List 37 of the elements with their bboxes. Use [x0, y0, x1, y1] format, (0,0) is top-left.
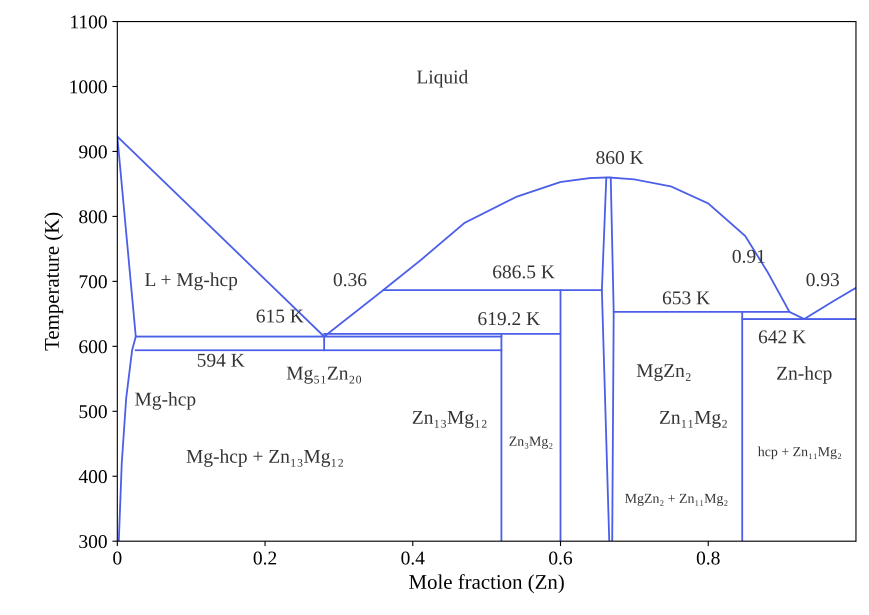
- x-tick-label: 0: [113, 551, 122, 565]
- annotation: L + Mg-hcp: [145, 272, 238, 290]
- annotation: 860 K: [596, 150, 644, 164]
- y-tick-label: 1000: [70, 80, 107, 94]
- annotation: Zn-hcp: [777, 366, 832, 384]
- y-tick-label: 500: [80, 405, 107, 418]
- x-tick-label: 0.2: [254, 551, 276, 565]
- x-axis-title: Mole fraction (Zn): [409, 574, 564, 594]
- annotation: Mg₅₁Zn₂₀: [286, 366, 362, 384]
- annotation: MgZn₂: [636, 364, 691, 382]
- annotation: MgZn₂ + Zn₁₁Mg₂: [625, 494, 728, 506]
- annotation: Zn₁₃Mg₁₂: [412, 410, 487, 428]
- annotation: hcp + Zn₁₁Mg₂: [758, 446, 842, 460]
- x-tick-label: 0.6: [549, 551, 572, 565]
- annotation: Mg-hcp + Zn₁₃Mg₁₂: [186, 449, 343, 467]
- annotation: 0.36: [334, 273, 366, 286]
- annotation: Zn₃Mg₂: [509, 436, 552, 449]
- y-tick-label: 600: [79, 340, 107, 354]
- annotation: 642 K: [758, 330, 806, 344]
- annotation: 615 K: [256, 310, 304, 323]
- annotation: Liquid: [416, 70, 468, 88]
- annotation: 594 K: [198, 354, 245, 367]
- y-axis-title: Temperature (K): [44, 212, 64, 351]
- annotation: 653 K: [662, 291, 710, 304]
- annotation: Mg-hcp: [135, 392, 196, 410]
- y-tick-label: 800: [79, 210, 107, 224]
- x-tick-label: 0.8: [696, 551, 720, 565]
- annotation: 619.2 K: [478, 312, 540, 326]
- y-tick-label: 1100: [71, 15, 107, 28]
- y-tick-label: 400: [78, 470, 107, 484]
- y-tick-label: 900: [79, 145, 107, 158]
- annotation: 686.5 K: [493, 265, 555, 279]
- y-tick-label: 700: [80, 275, 107, 288]
- x-tick-label: 0.4: [401, 551, 425, 565]
- annotation: Zn₁₁Mg₂: [660, 410, 727, 428]
- annotation: 0.93: [806, 273, 839, 286]
- y-tick-label: 300: [79, 535, 107, 548]
